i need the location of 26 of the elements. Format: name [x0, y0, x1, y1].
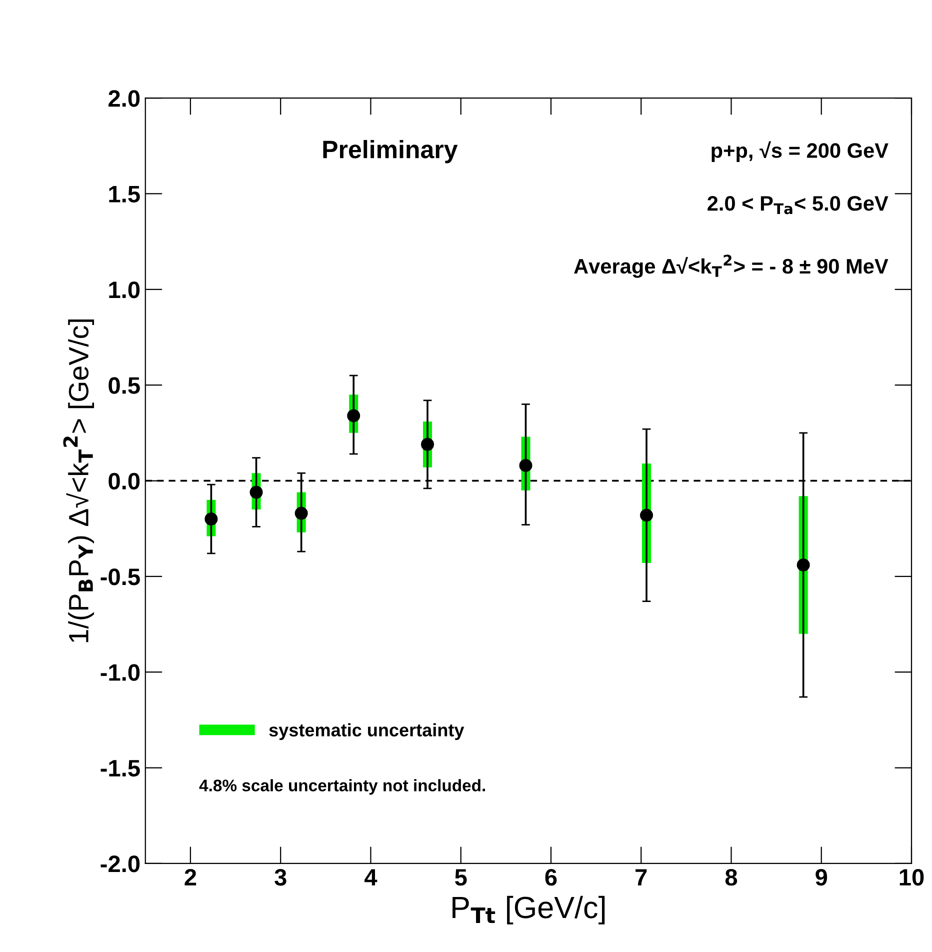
y-tick-label: -0.5 — [100, 568, 140, 586]
y-tick-label: -1.5 — [100, 760, 140, 777]
annotation: 4.8% scale uncertainty not included. — [199, 779, 485, 795]
y-tick-label: 1.0 — [109, 281, 140, 298]
y-tick-label: 0.5 — [108, 377, 140, 394]
x-tick-label: 9 — [816, 868, 828, 886]
y-axis-title: 1/(P$_{B}$P$_{Y}$) Δ√<k$_{T}$$^{2}$> [GeV/c] — [63, 320, 94, 642]
x-tick-label: 5 — [455, 869, 467, 886]
x-tick-label: 10 — [900, 868, 924, 886]
annotation: p+p, √s = 200 GeV — [712, 141, 888, 162]
x-tick-label: 3 — [274, 868, 286, 886]
x-tick-label: 7 — [636, 869, 647, 886]
y-tick-label: 2.0 — [108, 90, 140, 107]
x-tick-label: 6 — [545, 868, 557, 886]
legend-label: systematic uncertainty — [269, 723, 464, 740]
y-tick-label: -2.0 — [100, 856, 140, 872]
x-axis-title: P$_{Tt}$ [GeV/c] — [452, 896, 605, 924]
annotation: Average Δ√<k$_{T}$$^{2}$> = - 8 ± 90 MeV — [574, 254, 888, 278]
x-tick-label: 2 — [184, 868, 196, 886]
annotation: Preliminary — [323, 140, 458, 164]
annotation: 2.0 < P$_{Ta}$< 5.0 GeV — [708, 196, 888, 214]
x-tick-label: 8 — [725, 868, 738, 886]
y-tick-label: -1.0 — [100, 664, 140, 681]
x-tick-label: 4 — [364, 869, 378, 886]
y-tick-label: 0.0 — [108, 472, 140, 490]
y-tick-label: 1.5 — [109, 186, 140, 203]
